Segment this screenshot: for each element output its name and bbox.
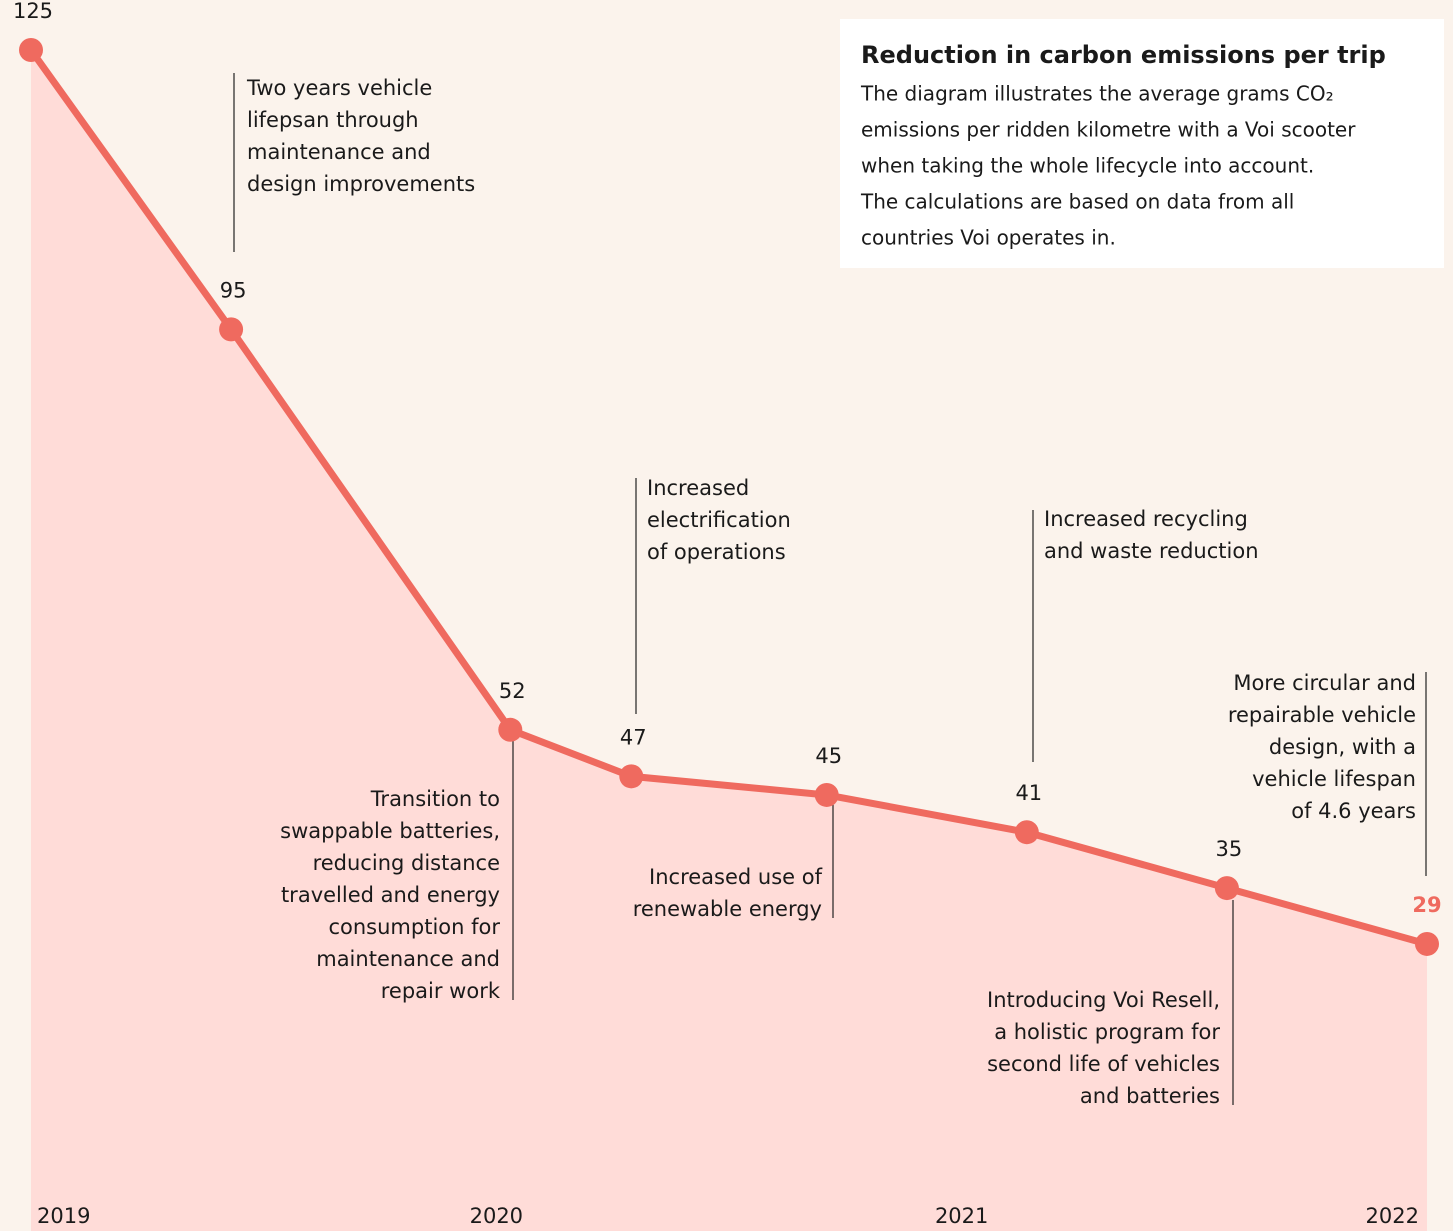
line [28,47,1428,948]
point [619,764,644,789]
annotation-text: maintenance and [316,947,500,971]
annotation-text: Increased use of [649,865,823,889]
annotation-text: travelled and energy [281,883,500,907]
annotation-text: design, with a [1269,735,1416,759]
annotation-text: of operations [647,540,786,564]
point [219,317,244,342]
annotation-text: More circular and [1233,671,1416,695]
point [1214,876,1239,901]
info-box [840,19,1444,268]
x-tick-label: 2021 [935,1204,988,1228]
value-label: 52 [499,679,526,703]
subtitle-line: when taking the whole lifecycle into acc… [861,154,1314,178]
annotation-text: Increased [647,476,749,500]
annotation-text: repair work [381,979,501,1003]
annotation-text: swappable batteries, [280,819,500,843]
annotation-text: electrification [647,508,791,532]
annotation-text: of 4.6 years [1291,799,1416,823]
subtitle-line: The diagram illustrates the average gram… [860,82,1334,106]
point [19,38,43,62]
annotation-text: Introducing Voi Resell, [987,988,1220,1012]
x-tick-label: 2022 [1366,1204,1419,1228]
value-label: 41 [1015,781,1042,805]
annotation-text: renewable energy [633,897,822,921]
value-label: 47 [620,725,647,749]
value-label: 95 [220,278,247,302]
annotation-text: consumption for [328,915,500,939]
subtitle-line: countries Voi operates in. [861,226,1116,250]
value-label: 45 [815,744,842,768]
subtitle-line: emissions per ridden kilometre with a Vo… [861,118,1356,142]
value-label: 35 [1216,837,1243,861]
point [1014,820,1039,845]
value-label: 125 [13,0,53,23]
x-tick-label: 2020 [470,1204,523,1228]
area [31,50,1427,1231]
point [814,782,839,807]
annotation-text: a holistic program for [994,1020,1220,1044]
annotation-text: vehicle lifespan [1252,767,1416,791]
x-tick-label: 2019 [37,1204,90,1228]
annotation-text: repairable vehicle [1228,703,1416,727]
annotation-text: design improvements [247,172,475,196]
annotation-text: Transition to [370,787,500,811]
annotation-text: reducing distance [313,851,500,875]
value-label: 29 [1412,893,1441,917]
annotation-text: Increased recycling [1044,507,1248,531]
annotation-text: Two years vehicle [246,76,432,100]
plot: Two years vehicle lifepsan through mainten… [13,0,1442,1231]
annotation-text: and waste reduction [1044,539,1259,563]
point [498,717,523,742]
subtitle-line: The calculations are based on data from … [860,190,1294,214]
annotation-text: lifepsan through [247,108,419,132]
annotation-text: and batteries [1080,1084,1220,1108]
chart-title: Reduction in carbon emissions per trip [861,41,1386,69]
annotation-text: maintenance and [247,140,431,164]
point [1415,931,1439,956]
annotation-text: second life of vehicles [987,1052,1220,1076]
